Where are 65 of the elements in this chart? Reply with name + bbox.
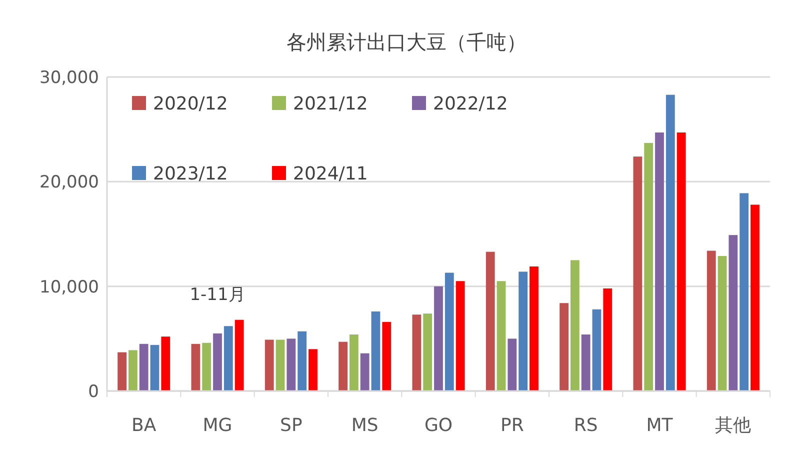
bar — [530, 266, 538, 391]
x-tick-label: SP — [280, 415, 302, 436]
bar — [560, 303, 568, 391]
bar — [150, 344, 160, 391]
legend-label: 2024/11 — [293, 163, 368, 184]
bar — [496, 281, 506, 391]
bar — [308, 349, 318, 391]
bar — [508, 338, 517, 391]
bar — [286, 338, 296, 391]
bar — [518, 272, 528, 391]
legend-label: 2022/12 — [433, 93, 508, 114]
bar — [666, 94, 675, 391]
bar — [161, 336, 170, 391]
bar — [740, 193, 749, 391]
bar — [706, 250, 716, 391]
bar — [234, 320, 244, 391]
x-tick-label: RS — [574, 415, 598, 436]
bar — [434, 286, 443, 391]
bar — [676, 132, 686, 391]
bar — [298, 331, 307, 391]
bar — [191, 344, 200, 391]
bar — [570, 260, 580, 391]
bar — [338, 342, 348, 391]
bar — [139, 344, 148, 391]
legend-label: 2021/12 — [293, 93, 368, 114]
bar — [224, 326, 233, 391]
bar — [213, 333, 222, 391]
annotation: 1-11月 — [190, 284, 246, 305]
y-tick-label: 10,000 — [40, 277, 99, 298]
bar — [644, 142, 654, 391]
bar — [581, 334, 590, 391]
x-tick-label: MS — [351, 415, 378, 436]
bar — [371, 311, 380, 391]
y-tick-label: 20,000 — [40, 172, 99, 193]
bar — [264, 340, 274, 391]
x-tick-label: 其他 — [715, 415, 752, 436]
bar — [202, 342, 212, 391]
bar — [592, 309, 602, 391]
bar — [412, 314, 422, 391]
bar — [276, 340, 285, 391]
bar — [456, 281, 465, 391]
y-tick-label: 30,000 — [40, 68, 99, 88]
x-tick-label: MT — [646, 415, 674, 436]
bar — [444, 272, 454, 391]
bar — [603, 288, 612, 391]
bar — [728, 235, 738, 391]
bar — [349, 334, 358, 391]
bar — [633, 156, 642, 391]
y-tick-label: 0 — [88, 382, 99, 402]
bar — [423, 314, 432, 391]
x-tick-label: BA — [131, 415, 157, 436]
x-tick-label: GO — [424, 415, 453, 436]
bar — [750, 204, 760, 391]
bar — [655, 132, 664, 391]
legend-label: 2023/12 — [153, 163, 228, 184]
bar — [360, 353, 370, 391]
bar — [128, 350, 138, 391]
bar — [118, 352, 126, 391]
x-tick-label: MG — [202, 415, 232, 436]
bar — [382, 322, 392, 391]
bar — [718, 256, 727, 391]
legend-label: 2020/12 — [153, 93, 228, 114]
x-tick-label: PR — [500, 415, 524, 436]
bar — [486, 252, 495, 391]
chart-title: 各州累计出口大豆（千吨） — [286, 30, 526, 54]
